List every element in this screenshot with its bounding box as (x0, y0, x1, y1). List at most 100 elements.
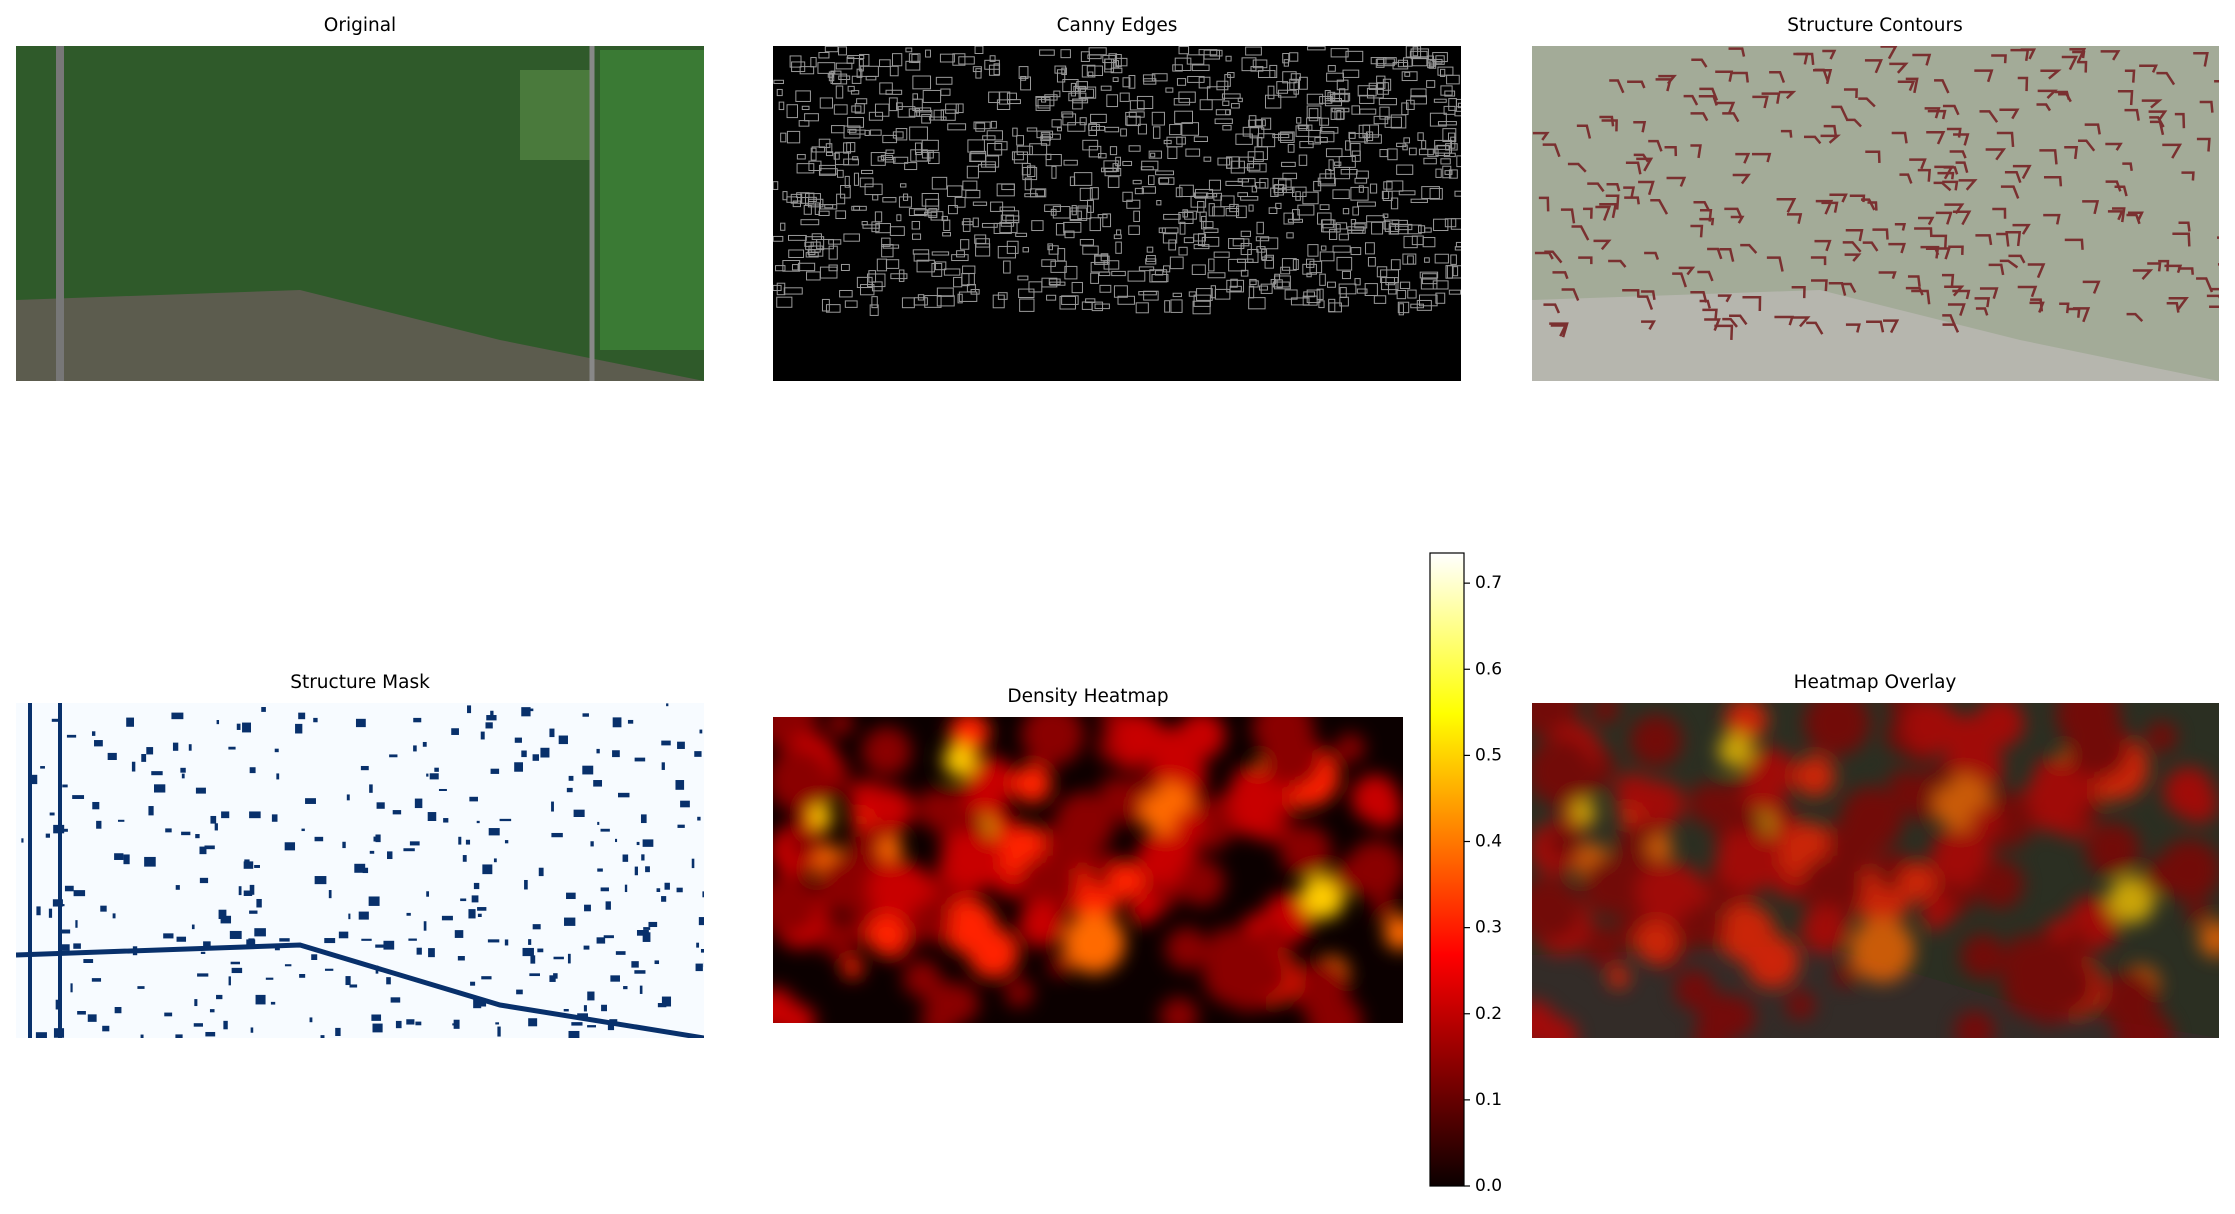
edge (956, 250, 965, 258)
mask-blob (427, 812, 437, 821)
edge (1314, 137, 1328, 143)
edge (1427, 148, 1439, 157)
edge (962, 180, 978, 191)
mask-blob (563, 1008, 569, 1012)
edge (1427, 58, 1443, 64)
contour (1532, 131, 1550, 141)
mask-blob (452, 1023, 457, 1026)
mask-blob (216, 994, 223, 1000)
mask-blob (154, 784, 166, 793)
edge (1254, 119, 1266, 127)
edge (1306, 93, 1324, 105)
heat-blob (1954, 1010, 1996, 1038)
contour (1690, 224, 1704, 238)
mask-blob (180, 767, 186, 773)
edge (1295, 191, 1301, 201)
edge (1236, 258, 1254, 263)
mask-blob (596, 937, 606, 944)
contour (2164, 264, 2183, 274)
contour (2040, 69, 2062, 80)
edge (1391, 219, 1408, 225)
edge (1429, 187, 1443, 200)
mask-blob (661, 762, 665, 770)
mask-blob (573, 809, 585, 817)
edge (1229, 285, 1242, 292)
edge (828, 239, 842, 245)
contour (1988, 263, 2005, 276)
edge (1240, 230, 1251, 237)
edge (871, 221, 880, 233)
contour (1780, 129, 1793, 138)
edge (1047, 243, 1053, 251)
contour (1979, 287, 1999, 299)
contour (2196, 277, 2214, 293)
edge (1081, 301, 1093, 310)
contour (1707, 247, 1723, 260)
contour (1719, 248, 1735, 262)
contour (1829, 193, 1848, 203)
mask-blob (493, 858, 497, 863)
contour (2061, 55, 2079, 71)
contour (2177, 267, 2194, 275)
edge (1207, 272, 1226, 279)
contour (1810, 256, 1827, 266)
edge (1119, 92, 1130, 102)
edge (967, 139, 985, 153)
contour (1935, 211, 1953, 225)
edge (1128, 225, 1140, 235)
contour (1778, 90, 1797, 100)
edge (1201, 236, 1220, 247)
edge (828, 71, 835, 82)
heat-blob (1805, 703, 1863, 756)
heat-blob (920, 1003, 957, 1023)
mask-blob (568, 1030, 580, 1038)
contour (1934, 79, 1950, 94)
edge (1085, 298, 1096, 304)
mask-blob (305, 798, 316, 804)
edge (1115, 156, 1121, 167)
contour (2147, 262, 2162, 272)
mask-blob (372, 1023, 383, 1033)
edge (1402, 57, 1413, 67)
edge (847, 85, 855, 92)
tick-label: 0.3 (1475, 918, 1502, 938)
heat-blob (1383, 915, 1403, 950)
edge (1412, 46, 1419, 57)
edge (1230, 160, 1245, 174)
mask-blob (322, 879, 326, 884)
edge (957, 293, 963, 304)
edge (804, 241, 814, 247)
edge (1255, 182, 1266, 189)
edge (1213, 251, 1230, 258)
edge (1408, 147, 1417, 156)
mask-blob (94, 740, 103, 747)
edge (1202, 221, 1214, 229)
edge (1446, 265, 1461, 279)
edge (1299, 141, 1314, 149)
contour (1715, 70, 1734, 82)
edge (1140, 166, 1154, 171)
mask-blob (605, 901, 611, 910)
edge (1208, 203, 1215, 217)
heat-blob (1636, 862, 1696, 922)
mask-blob (274, 946, 280, 951)
mask-blob (666, 703, 669, 707)
edge (780, 222, 786, 231)
edge (1225, 55, 1232, 62)
mask-blob (623, 986, 628, 990)
heat-blob (1629, 714, 1682, 767)
edge (986, 130, 1003, 141)
contour (2005, 231, 2022, 247)
mask-blob (471, 895, 479, 903)
edge (1342, 208, 1350, 215)
edge (1079, 117, 1087, 126)
edge (1003, 260, 1011, 274)
edge (1097, 153, 1107, 159)
mask-blob (426, 891, 430, 897)
edge (869, 129, 882, 136)
edge (814, 202, 821, 215)
contour (2039, 149, 2058, 165)
edge (795, 90, 811, 102)
mask-blob (676, 887, 683, 893)
contour (1849, 194, 1866, 203)
